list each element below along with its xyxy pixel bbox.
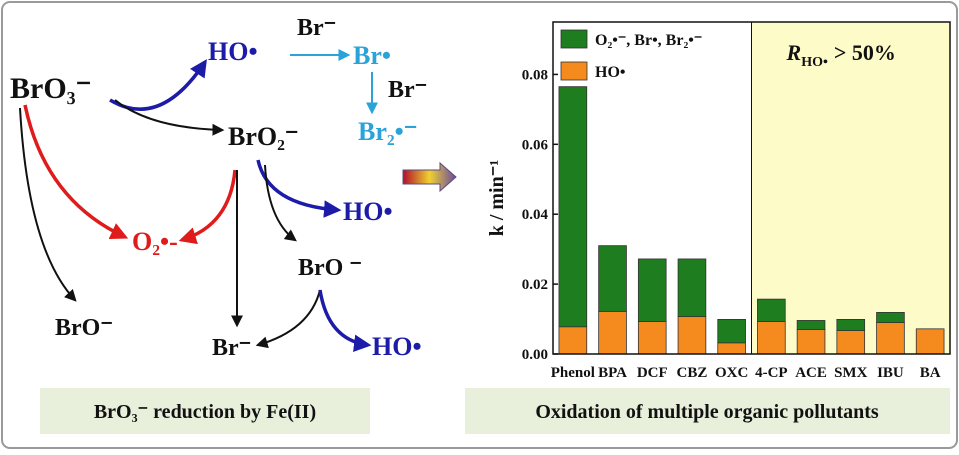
- annotation-subscript: HO•: [801, 55, 828, 70]
- transition-arrow: [402, 161, 457, 193]
- node: Br⁻: [388, 77, 427, 103]
- x-tick-label: CBZ: [677, 365, 708, 381]
- bar-chart: 0.00 0.02 0.04 0.06 0.08 Phenol BPA DCF CBZ OXC 4-…: [486, 21, 951, 381]
- caption-box: [40, 388, 370, 434]
- x-tick-label: BA: [920, 365, 941, 381]
- node: Br•: [353, 41, 391, 70]
- bar-segment: [757, 298, 786, 322]
- diagram-labels: BrO₃⁻ HO• Br⁻ Br• Br⁻ Br₂•⁻ BrO₂⁻ HO• O₂…: [10, 15, 427, 361]
- caption-box: [465, 388, 950, 434]
- node: HO•: [372, 332, 422, 361]
- node: O₂•-: [132, 227, 178, 256]
- y-tick-label: 0.06: [522, 137, 549, 153]
- x-tick-label: SMX: [834, 365, 868, 381]
- x-tick-label: IBU: [877, 365, 904, 381]
- bar-segment: [598, 245, 627, 312]
- bar-segment: [558, 326, 588, 355]
- legend-label: HO•: [595, 64, 626, 81]
- y-axis-label: k / min⁻¹: [486, 160, 508, 237]
- node: HO•: [343, 197, 393, 226]
- bar-segment: [677, 258, 707, 318]
- x-tick-label: OXC: [715, 365, 748, 381]
- annotation: RHO• > 50%: [786, 40, 896, 70]
- legend-swatch: [560, 61, 588, 81]
- y-tick-label: 0.08: [522, 67, 548, 83]
- bar-segment: [677, 316, 707, 355]
- bar-segment: [637, 258, 667, 322]
- x-tick-label: 4-CP: [755, 365, 788, 381]
- bar-segment: [717, 342, 746, 355]
- arrows: [19, 49, 378, 352]
- plot-frame: [552, 21, 951, 355]
- bar-segment: [598, 310, 627, 355]
- caption: Oxidation of multiple organic pollutants: [535, 401, 879, 423]
- node: Br⁻: [297, 15, 336, 41]
- node: BrO⁻: [55, 315, 113, 341]
- bar-segment: [717, 319, 746, 344]
- x-tick-label: DCF: [637, 365, 668, 381]
- node: BrO ⁻: [298, 255, 362, 281]
- node: Br⁻: [212, 335, 251, 361]
- bar-segment: [757, 321, 786, 355]
- bar-segment: [836, 319, 866, 331]
- x-tick-label: BPA: [598, 365, 627, 381]
- x-tick-label: ACE: [795, 365, 827, 381]
- legend-label: O₂•⁻, Br•, Br₂•⁻: [595, 32, 702, 49]
- bar-segment: [876, 322, 905, 355]
- node: BrO₃⁻: [10, 72, 92, 105]
- y-tick-label: 0.00: [522, 347, 548, 363]
- bar-segment: [836, 330, 866, 355]
- caption: BrO₃⁻ reduction by Fe(II): [94, 401, 316, 423]
- bar-segment: [796, 329, 826, 355]
- annotation-symbol: R: [786, 40, 802, 65]
- highlight-region: [751, 22, 950, 354]
- y-tick-label: 0.02: [522, 277, 548, 293]
- node: Br₂•⁻: [358, 117, 418, 146]
- bar-segment: [796, 320, 826, 330]
- bar-segment: [915, 328, 945, 355]
- x-tick-label: Phenol: [551, 365, 595, 381]
- y-tick-label: 0.04: [522, 207, 549, 223]
- node: BrO₂⁻: [228, 122, 299, 151]
- annotation-text: > 50%: [834, 40, 896, 65]
- legend-swatch: [560, 29, 588, 49]
- node: HO•: [208, 37, 258, 66]
- bar-segment: [558, 86, 588, 328]
- bar-segment: [637, 321, 667, 355]
- bar-segment: [876, 312, 905, 323]
